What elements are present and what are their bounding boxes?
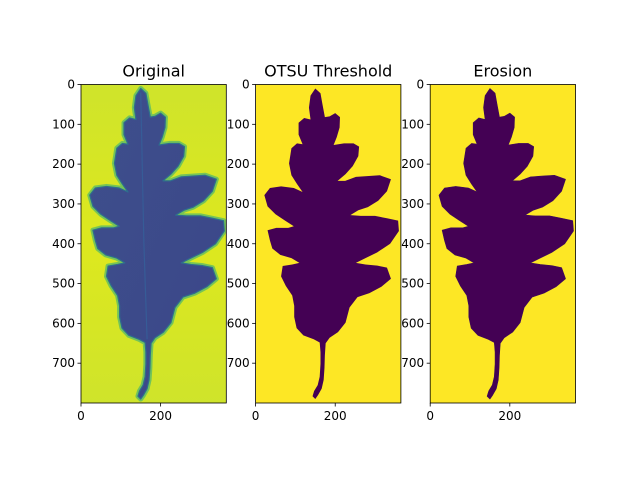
image-2 [255, 84, 401, 403]
panel-title: Original [122, 62, 185, 81]
panel-title: OTSU Threshold [264, 62, 392, 81]
image-3 [430, 84, 576, 403]
panel-title: Erosion [473, 62, 532, 81]
y-tick-label: 0 [242, 78, 250, 92]
leaf-vein [140, 92, 148, 340]
y-tick-label: 0 [417, 78, 425, 92]
y-tick-label: 100 [227, 117, 250, 131]
leaf-mask [264, 88, 399, 400]
y-tick-label: 0 [67, 78, 75, 92]
leaf-mask [438, 88, 574, 400]
y-tick-label: 600 [52, 316, 75, 330]
y-tick-label: 400 [401, 237, 424, 251]
y-tick-label: 700 [401, 356, 424, 370]
y-tick-label: 300 [52, 197, 75, 211]
y-tick-label: 700 [227, 356, 250, 370]
y-tick-label: 400 [52, 237, 75, 251]
y-tick-label: 100 [401, 117, 424, 131]
y-tick-label: 300 [401, 197, 424, 211]
y-tick-label: 400 [227, 237, 250, 251]
y-tick-label: 700 [52, 356, 75, 370]
panel-3: Erosion 0 100 200 300 400 500 600 700 0 200 [401, 62, 576, 423]
x-tick-label: 200 [149, 409, 172, 423]
x-tick-label: 200 [324, 409, 347, 423]
leaf-shape [89, 87, 225, 400]
y-tick-label: 200 [227, 157, 250, 171]
x-tick-label: 200 [498, 409, 521, 423]
image-1 [81, 84, 227, 403]
y-tick-label: 500 [227, 277, 250, 291]
y-tick-label: 600 [401, 316, 424, 330]
y-tick-label: 500 [52, 277, 75, 291]
y-tick-label: 200 [401, 157, 424, 171]
x-tick-label: 0 [252, 409, 260, 423]
panel-1: Original 0 100 200 300 400 500 600 700 0 200 [52, 62, 227, 423]
y-tick-label: 500 [401, 277, 424, 291]
y-tick-label: 200 [52, 157, 75, 171]
y-tick-label: 300 [227, 197, 250, 211]
y-tick-label: 600 [227, 316, 250, 330]
x-tick-label: 0 [426, 409, 434, 423]
panel-2: OTSU Threshold 0 100 200 300 400 500 600 700 0 200 [227, 62, 402, 423]
y-tick-label: 100 [52, 117, 75, 131]
x-tick-label: 0 [77, 409, 85, 423]
